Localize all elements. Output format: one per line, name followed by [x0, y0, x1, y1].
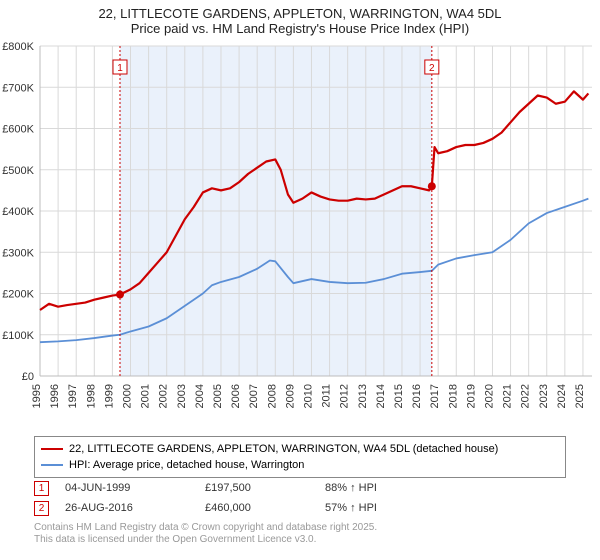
event-marker-badge: 2 [34, 501, 49, 516]
svg-text:2019: 2019 [465, 384, 477, 408]
svg-text:2009: 2009 [284, 384, 296, 408]
svg-text:2014: 2014 [375, 384, 387, 408]
svg-text:2006: 2006 [230, 384, 242, 408]
event-pct: 57% ↑ HPI [325, 502, 445, 514]
svg-text:2001: 2001 [140, 384, 152, 408]
svg-text:£100K: £100K [2, 330, 34, 342]
event-date: 26-AUG-2016 [65, 502, 205, 514]
event-marker-badge: 1 [34, 481, 49, 496]
svg-text:1998: 1998 [85, 384, 97, 408]
title-address: 22, LITTLECOTE GARDENS, APPLETON, WARRIN… [0, 6, 600, 21]
event-price: £460,000 [205, 502, 325, 514]
legend-swatch [41, 448, 63, 451]
legend-label: 22, LITTLECOTE GARDENS, APPLETON, WARRIN… [69, 443, 498, 455]
legend-swatch [41, 464, 63, 466]
chart-title: 22, LITTLECOTE GARDENS, APPLETON, WARRIN… [0, 0, 600, 36]
svg-text:2018: 2018 [447, 384, 459, 408]
svg-text:2: 2 [429, 63, 435, 74]
svg-text:2020: 2020 [483, 384, 495, 408]
svg-text:2004: 2004 [194, 384, 206, 408]
svg-text:1: 1 [117, 63, 123, 74]
event-row: 1 04-JUN-1999 £197,500 88% ↑ HPI [34, 478, 445, 498]
svg-text:2025: 2025 [574, 384, 586, 408]
footer-line: This data is licensed under the Open Gov… [34, 534, 377, 546]
svg-text:2024: 2024 [556, 384, 568, 408]
svg-text:2022: 2022 [520, 384, 532, 408]
legend-label: HPI: Average price, detached house, Warr… [69, 459, 304, 471]
svg-text:2021: 2021 [502, 384, 514, 408]
title-subtitle: Price paid vs. HM Land Registry's House … [0, 21, 600, 36]
svg-text:£600K: £600K [2, 124, 34, 136]
event-row: 2 26-AUG-2016 £460,000 57% ↑ HPI [34, 498, 445, 518]
svg-text:1996: 1996 [49, 384, 61, 408]
svg-text:1999: 1999 [103, 384, 115, 408]
event-price: £197,500 [205, 482, 325, 494]
legend-item: 22, LITTLECOTE GARDENS, APPLETON, WARRIN… [41, 441, 559, 457]
svg-text:2005: 2005 [212, 384, 224, 408]
footer-attribution: Contains HM Land Registry data © Crown c… [34, 522, 377, 546]
svg-text:2015: 2015 [393, 384, 405, 408]
svg-text:2003: 2003 [176, 384, 188, 408]
svg-text:£200K: £200K [2, 289, 34, 301]
svg-text:2023: 2023 [538, 384, 550, 408]
svg-text:2002: 2002 [158, 384, 170, 408]
events-table: 1 04-JUN-1999 £197,500 88% ↑ HPI 2 26-AU… [34, 478, 445, 518]
svg-text:£500K: £500K [2, 165, 34, 177]
svg-text:2013: 2013 [357, 384, 369, 408]
svg-text:1997: 1997 [67, 384, 79, 408]
svg-text:2007: 2007 [248, 384, 260, 408]
svg-text:2017: 2017 [429, 384, 441, 408]
chart-container: 22, LITTLECOTE GARDENS, APPLETON, WARRIN… [0, 0, 600, 560]
svg-text:£400K: £400K [2, 206, 34, 218]
svg-text:£300K: £300K [2, 247, 34, 259]
svg-text:£700K: £700K [2, 82, 34, 94]
svg-text:2010: 2010 [302, 384, 314, 408]
svg-text:2008: 2008 [266, 384, 278, 408]
svg-text:1995: 1995 [31, 384, 43, 408]
event-date: 04-JUN-1999 [65, 482, 205, 494]
event-pct: 88% ↑ HPI [325, 482, 445, 494]
footer-line: Contains HM Land Registry data © Crown c… [34, 522, 377, 534]
legend: 22, LITTLECOTE GARDENS, APPLETON, WARRIN… [34, 436, 566, 478]
svg-text:£800K: £800K [2, 41, 34, 53]
svg-text:2011: 2011 [321, 384, 333, 408]
line-chart: £0 £100K £200K £300K £400K £500K £600K £700K £80… [0, 40, 600, 430]
svg-text:£0: £0 [22, 371, 34, 383]
svg-text:2000: 2000 [121, 384, 133, 408]
svg-text:2012: 2012 [339, 384, 351, 408]
legend-item: HPI: Average price, detached house, Warr… [41, 457, 559, 473]
svg-text:2016: 2016 [411, 384, 423, 408]
